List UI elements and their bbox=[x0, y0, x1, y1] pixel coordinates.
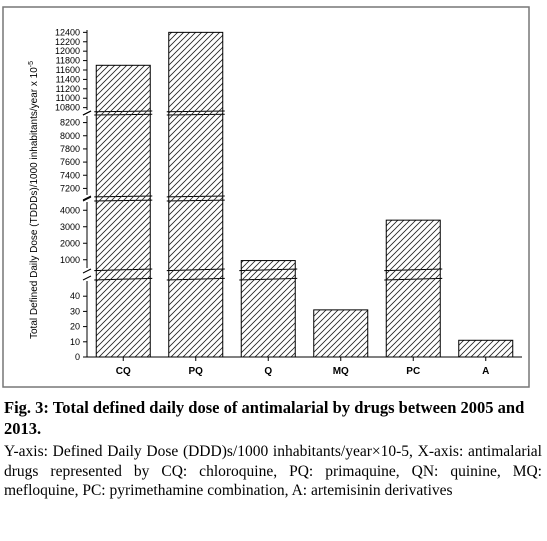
x-tick-label: MQ bbox=[333, 366, 349, 377]
bar-chart: 0 10 20 30 40 1000 2000 3000 4000 7200 7400 7600 780… bbox=[2, 6, 530, 388]
y-tick-label: 12000 bbox=[55, 46, 80, 56]
y-tick-label: 12200 bbox=[55, 37, 80, 47]
y-tick-label: 1000 bbox=[60, 255, 80, 265]
y-tick-label: 4000 bbox=[60, 205, 80, 215]
figure-caption: Fig. 3: Total defined daily dose of anti… bbox=[4, 397, 542, 501]
y-tick-label: 8200 bbox=[60, 118, 80, 128]
axis-break-slash bbox=[82, 268, 92, 274]
x-tick-label: CQ bbox=[116, 366, 131, 377]
bar-pc bbox=[385, 219, 441, 358]
axis-break-slash bbox=[82, 275, 92, 281]
caption-title: Fig. 3: Total defined daily dose of anti… bbox=[4, 398, 525, 438]
axis-break-gap bbox=[84, 196, 522, 201]
y-tick-label: 7400 bbox=[60, 170, 80, 180]
x-tick-label: PC bbox=[406, 366, 420, 377]
y-tick-label: 20 bbox=[70, 322, 80, 332]
y-tick-label: 10800 bbox=[55, 103, 80, 113]
y-tick-label: 2000 bbox=[60, 238, 80, 248]
y-tick-label: 30 bbox=[70, 306, 80, 316]
y-tick-label: 40 bbox=[70, 291, 80, 301]
y-tick-label: 3000 bbox=[60, 222, 80, 232]
y-tick-label: 11400 bbox=[56, 74, 80, 84]
axis-break-slash bbox=[82, 110, 92, 116]
bar-pq bbox=[168, 31, 224, 358]
y-tick-label: 11000 bbox=[56, 93, 80, 103]
bar-q bbox=[240, 260, 296, 358]
y-axis-label-text: Total Defined Daily Dose (TDDDs)/1000 in… bbox=[29, 67, 40, 339]
axis-break-slash bbox=[82, 195, 92, 201]
x-tick-label: PQ bbox=[189, 366, 204, 377]
y-tick-label: 11200 bbox=[56, 84, 80, 94]
x-tick-label: A bbox=[482, 366, 489, 377]
axis-break-slash bbox=[82, 196, 92, 202]
y-tick-label: 11800 bbox=[56, 56, 80, 66]
y-tick-label: 7200 bbox=[60, 183, 80, 193]
y-tick-label: 0 bbox=[75, 352, 80, 362]
y-axis-label: Total Defined Daily Dose (TDDDs)/1000 in… bbox=[28, 61, 40, 339]
y-axis: 0 10 20 30 40 1000 2000 3000 4000 7200 7400 7600 780… bbox=[55, 27, 87, 362]
y-tick-label: 11600 bbox=[56, 65, 80, 75]
chart-frame bbox=[2, 6, 530, 388]
y-axis-label-superscript: -5 bbox=[28, 61, 35, 67]
caption-description: Y-axis: Defined Daily Dose (DDD)s/1000 i… bbox=[4, 443, 542, 499]
chart-container: 0 10 20 30 40 1000 2000 3000 4000 7200 7400 7600 780… bbox=[2, 6, 530, 388]
y-tick-label: 8000 bbox=[60, 131, 80, 141]
bar-a bbox=[458, 339, 514, 358]
y-tick-label: 7600 bbox=[60, 157, 80, 167]
x-axis: CQ PQ Q MQ PC A bbox=[116, 357, 489, 377]
y-tick-label: 12400 bbox=[55, 27, 80, 37]
axis-break-gap bbox=[84, 269, 522, 280]
bar-cq bbox=[95, 64, 151, 358]
bars bbox=[95, 31, 514, 358]
axis-break-gap bbox=[84, 111, 522, 115]
x-tick-label: Q bbox=[264, 366, 272, 377]
bar-mq bbox=[313, 309, 369, 358]
y-tick-label: 7800 bbox=[60, 144, 80, 154]
y-tick-label: 10 bbox=[70, 337, 80, 347]
